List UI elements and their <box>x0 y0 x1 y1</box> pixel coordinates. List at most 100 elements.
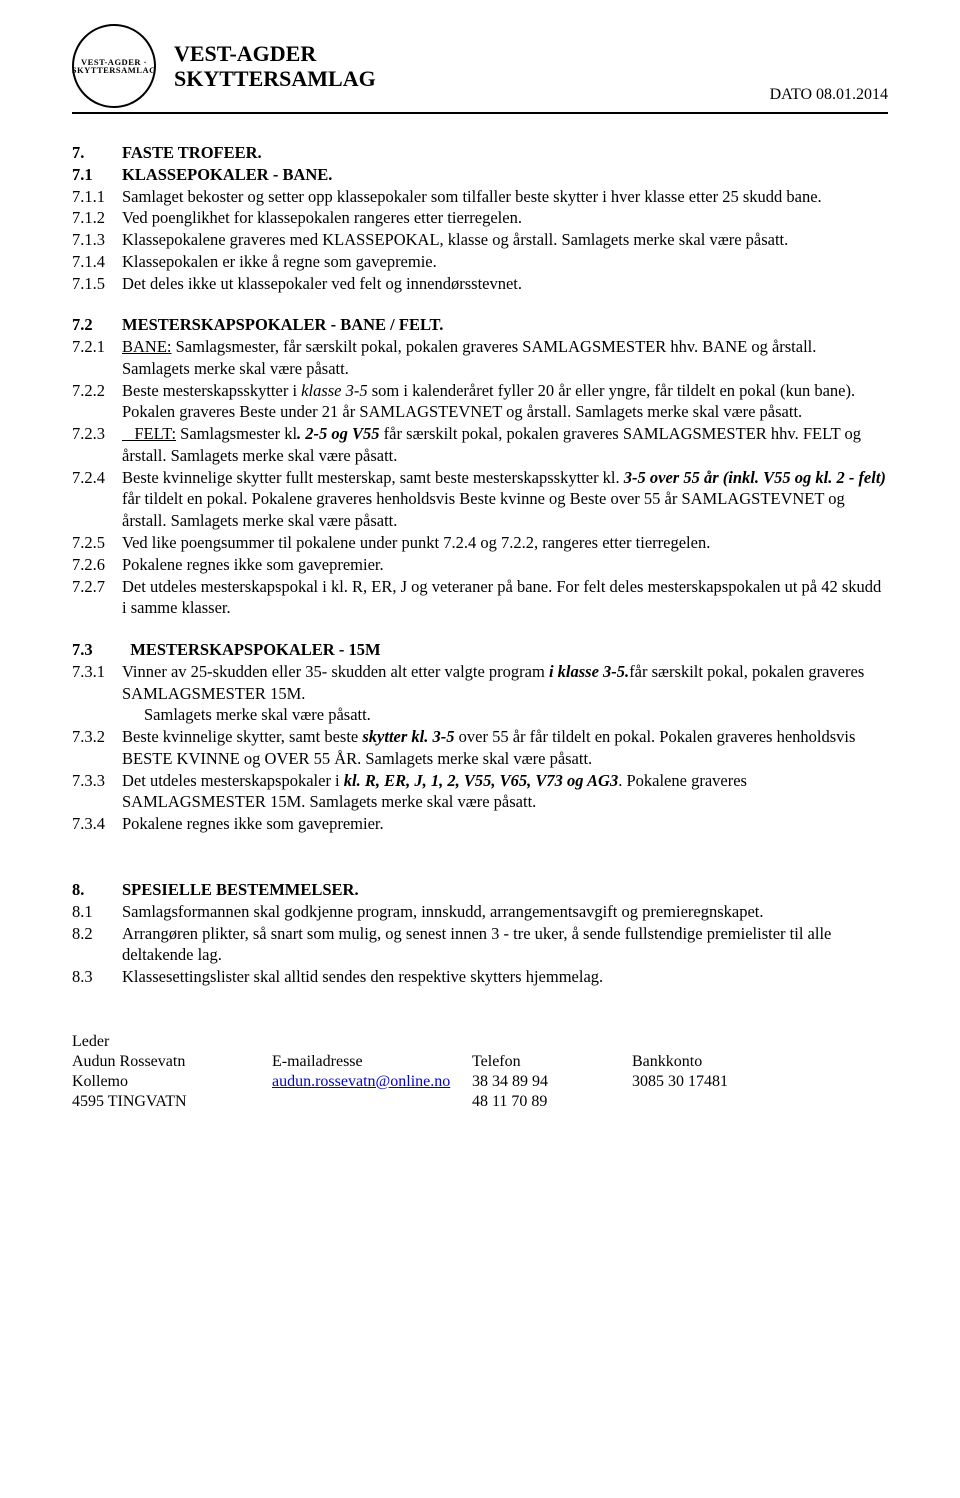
section-title: MESTERSKAPSPOKALER - 15M <box>122 639 888 661</box>
txt-c: får tildelt en pokal. Pokalene graveres … <box>122 489 845 530</box>
item-7-2-2: 7.2.2 Beste mesterskapsskytter i klasse … <box>72 380 888 424</box>
item-7-3-1: 7.3.1 Vinner av 25-skudden eller 35- sku… <box>72 661 888 705</box>
item-text: Samlagsformannen skal godkjenne program,… <box>122 901 888 923</box>
document-body: 7. FASTE TROFEER. 7.1 KLASSEPOKALER - BA… <box>72 142 888 988</box>
section-num: 7.2 <box>72 314 122 336</box>
item-8-1: 8.1 Samlagsformannen skal godkjenne prog… <box>72 901 888 923</box>
phone-1: 38 34 89 94 <box>472 1072 632 1092</box>
item-text: Vinner av 25-skudden eller 35- skudden a… <box>122 661 888 705</box>
txt-a: Beste kvinnelige skytter fullt mesterska… <box>122 468 624 487</box>
item-text: Klassepokalene graveres med KLASSEPOKAL,… <box>122 229 888 251</box>
phone-label: Telefon <box>472 1052 632 1072</box>
item-7-1-2: 7.1.2 Ved poenglikhet for klassepokalen … <box>72 207 888 229</box>
org-line2: SKYTTERSAMLAG <box>174 66 770 91</box>
section-7: 7. FASTE TROFEER. <box>72 142 888 164</box>
document-header: VEST-AGDER · SKYTTERSAMLAG VEST-AGDER SK… <box>72 24 888 114</box>
item-rest: Samlagsmester, får særskilt pokal, pokal… <box>122 337 816 378</box>
org-title-block: VEST-AGDER SKYTTERSAMLAG <box>174 41 770 92</box>
txt-a: Det utdeles mesterskapspokaler i <box>122 771 344 790</box>
item-text: Ved poenglikhet for klassepokalen ranger… <box>122 207 888 229</box>
item-num: 7.3.1 <box>72 661 122 705</box>
logo-text: VEST-AGDER · SKYTTERSAMLAG <box>72 58 156 75</box>
leader-name: Audun Rossevatn <box>72 1052 272 1072</box>
item-num: 7.2.7 <box>72 576 122 620</box>
item-7-2-1: 7.2.1 BANE: Samlagsmester, får særskilt … <box>72 336 888 380</box>
label-felt: FELT: <box>122 424 176 443</box>
item-text: BANE: Samlagsmester, får særskilt pokal,… <box>122 336 888 380</box>
item-7-3-2: 7.3.2 Beste kvinnelige skytter, samt bes… <box>72 726 888 770</box>
item-7-1-3: 7.1.3 Klassepokalene graveres med KLASSE… <box>72 229 888 251</box>
item-text: Pokalene regnes ikke som gavepremier. <box>122 554 888 576</box>
item-num: 7.2.3 <box>72 423 122 467</box>
email-label: E-mailadresse <box>272 1052 472 1072</box>
leader-addr2: 4595 TINGVATN <box>72 1092 272 1112</box>
item-num: 7.2.6 <box>72 554 122 576</box>
email-link[interactable]: audun.rossevatn@online.no <box>272 1073 450 1090</box>
item-text: Det deles ikke ut klassepokaler ved felt… <box>122 273 888 295</box>
page: VEST-AGDER · SKYTTERSAMLAG VEST-AGDER SK… <box>0 0 960 1136</box>
label-bane: BANE: <box>122 337 172 356</box>
footer-row-2: Kollemo audun.rossevatn@online.no 38 34 … <box>72 1072 888 1092</box>
item-7-1-5: 7.1.5 Det deles ikke ut klassepokaler ve… <box>72 273 888 295</box>
blank <box>72 704 122 726</box>
section-num: 7.3 <box>72 639 122 661</box>
section-num: 8. <box>72 879 122 901</box>
item-text: FELT: Samlagsmester kl. 2-5 og V55 får s… <box>122 423 888 467</box>
item-num: 7.3.2 <box>72 726 122 770</box>
section-title: SPESIELLE BESTEMMELSER. <box>122 879 888 901</box>
item-7-1-1: 7.1.1 Samlaget bekoster og setter opp kl… <box>72 186 888 208</box>
section-7-3: 7.3 MESTERSKAPSPOKALER - 15M <box>72 639 888 661</box>
txt-b: i klasse 3-5. <box>549 662 629 681</box>
bank-number: 3085 30 17481 <box>632 1072 888 1092</box>
item-num: 7.3.3 <box>72 770 122 814</box>
footer-row-3: 4595 TINGVATN 48 11 70 89 <box>72 1092 888 1112</box>
item-text: Ved like poengsummer til pokalene under … <box>122 532 888 554</box>
item-num: 7.1.5 <box>72 273 122 295</box>
item-num: 7.1.3 <box>72 229 122 251</box>
item-num: 7.2.4 <box>72 467 122 532</box>
document-date: DATO 08.01.2014 <box>770 86 888 108</box>
item-8-3: 8.3 Klassesettingslister skal alltid sen… <box>72 966 888 988</box>
item-text: Samlagets merke skal være påsatt. <box>122 704 888 726</box>
txt-b: 3-5 over 55 år (inkl. V55 og kl. 2 - fel… <box>624 468 886 487</box>
org-line1: VEST-AGDER <box>174 41 770 66</box>
txt-c: . 2-5 og V55 <box>297 424 380 443</box>
txt-b: Samlagsmester kl <box>176 424 297 443</box>
item-8-2: 8.2 Arrangøren plikter, så snart som mul… <box>72 923 888 967</box>
bank-label: Bankkonto <box>632 1052 888 1072</box>
item-text: Beste kvinnelige skytter fullt mesterska… <box>122 467 888 532</box>
item-7-3-3: 7.3.3 Det utdeles mesterskapspokaler i k… <box>72 770 888 814</box>
item-num: 7.3.4 <box>72 813 122 835</box>
txt-b: kl. R, ER, J, 1, 2, V55, V65, V73 og AG3 <box>344 771 618 790</box>
section-num: 7. <box>72 142 122 164</box>
document-footer: Leder Audun Rossevatn E-mailadresse Tele… <box>72 1032 888 1112</box>
item-text: Beste mesterskapsskytter i klasse 3-5 so… <box>122 380 888 424</box>
footer-row-1: Audun Rossevatn E-mailadresse Telefon Ba… <box>72 1052 888 1072</box>
item-7-1-4: 7.1.4 Klassepokalen er ikke å regne som … <box>72 251 888 273</box>
item-num: 7.2.1 <box>72 336 122 380</box>
item-num: 7.2.2 <box>72 380 122 424</box>
item-7-3-1-cont: Samlagets merke skal være påsatt. <box>72 704 888 726</box>
item-text: Klassesettingslister skal alltid sendes … <box>122 966 888 988</box>
item-text: Samlaget bekoster og setter opp klassepo… <box>122 186 888 208</box>
item-7-2-4: 7.2.4 Beste kvinnelige skytter fullt mes… <box>72 467 888 532</box>
section-num: 7.1 <box>72 164 122 186</box>
blank <box>272 1092 472 1112</box>
item-7-2-3: 7.2.3 FELT: Samlagsmester kl. 2-5 og V55… <box>72 423 888 467</box>
item-7-2-6: 7.2.6 Pokalene regnes ikke som gavepremi… <box>72 554 888 576</box>
txt-a: Vinner av 25-skudden eller 35- skudden a… <box>122 662 549 681</box>
leader-label: Leder <box>72 1032 888 1052</box>
item-num: 7.1.4 <box>72 251 122 273</box>
section-7-1: 7.1 KLASSEPOKALER - BANE. <box>72 164 888 186</box>
item-num: 7.2.5 <box>72 532 122 554</box>
item-num: 7.1.1 <box>72 186 122 208</box>
item-7-2-7: 7.2.7 Det utdeles mesterskapspokal i kl.… <box>72 576 888 620</box>
item-text: Klassepokalen er ikke å regne som gavepr… <box>122 251 888 273</box>
item-7-3-4: 7.3.4 Pokalene regnes ikke som gavepremi… <box>72 813 888 835</box>
item-text: Arrangøren plikter, så snart som mulig, … <box>122 923 888 967</box>
phone-2: 48 11 70 89 <box>472 1092 632 1112</box>
txt-b: skytter kl. 3-5 <box>362 727 454 746</box>
item-num: 7.1.2 <box>72 207 122 229</box>
item-text: Pokalene regnes ikke som gavepremier. <box>122 813 888 835</box>
section-title: MESTERSKAPSPOKALER - BANE / FELT. <box>122 314 888 336</box>
